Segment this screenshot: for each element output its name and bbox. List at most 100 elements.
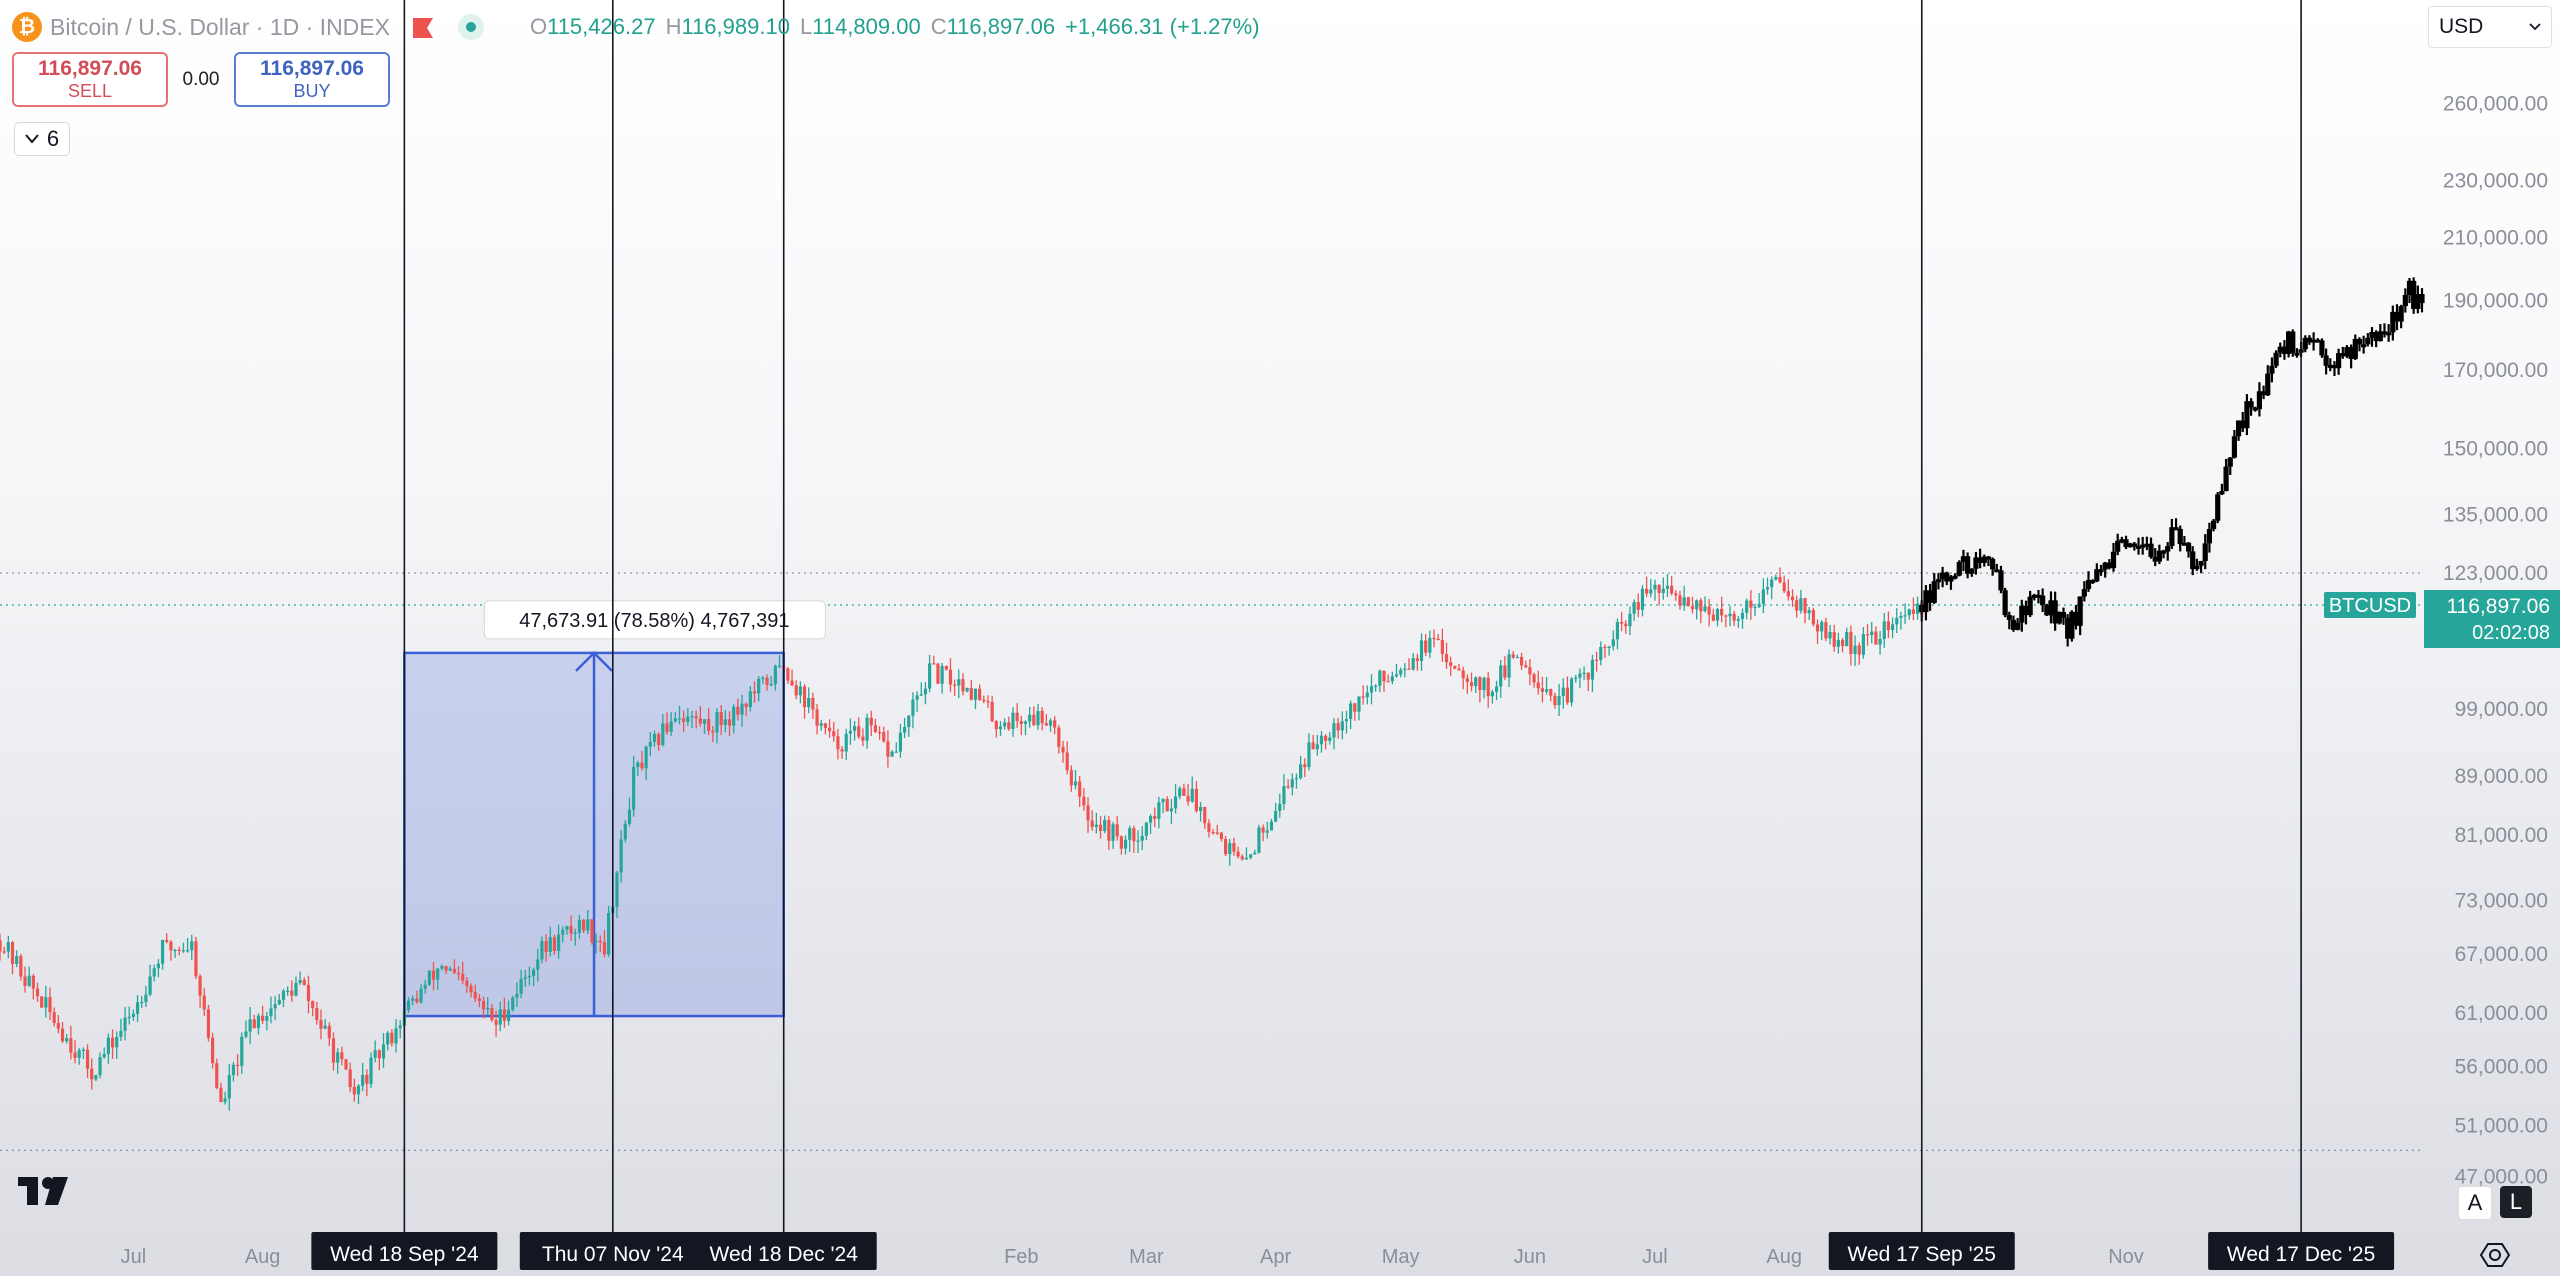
candle (761, 677, 765, 679)
candle (261, 1015, 265, 1021)
date-marker-tag: Thu 07 Nov '24 (519, 1232, 706, 1270)
candle (1449, 662, 1453, 666)
gear-icon[interactable] (2479, 1240, 2511, 1275)
candle (52, 1012, 56, 1023)
candle (1865, 634, 1870, 636)
candle (811, 697, 815, 710)
candle (1878, 638, 1882, 645)
candle (594, 940, 598, 943)
candle (1915, 603, 1920, 614)
projection-candle (2185, 542, 2192, 552)
candle (281, 990, 286, 1000)
candle (1244, 857, 1249, 860)
projection-candle (2102, 562, 2108, 570)
y-tick-label: 47,000.00 (2455, 1166, 2548, 1189)
sell-button[interactable]: 116,897.06 SELL (12, 52, 168, 107)
projection-candle (2031, 594, 2037, 598)
projection-candle (2281, 346, 2288, 354)
projection-candle (2077, 596, 2083, 626)
date-marker-bg (519, 1232, 706, 1270)
projection-candle (2006, 615, 2012, 620)
countdown-label: 02:02:08 (2472, 622, 2550, 644)
candle (0, 940, 2, 952)
tradingview-logo-icon[interactable] (18, 1177, 76, 1212)
auto-scale-button[interactable]: A (2458, 1186, 2492, 1220)
candle (15, 956, 19, 965)
x-tick-label: May (1382, 1246, 1420, 1268)
candle (431, 970, 436, 980)
projection-candle (2419, 294, 2425, 304)
candle (1540, 688, 1545, 692)
candle (969, 687, 973, 700)
candle (1645, 588, 1649, 594)
candle (1390, 676, 1394, 682)
candle (590, 919, 594, 943)
candle (1486, 677, 1490, 697)
candle (1261, 827, 1265, 833)
candle (6, 942, 10, 952)
candle (1419, 640, 1424, 662)
candle (919, 694, 923, 696)
candle (1194, 788, 1199, 811)
candle (1636, 602, 1640, 610)
candle (648, 741, 652, 747)
projection-candle (2356, 338, 2363, 345)
candle (1169, 808, 1173, 812)
candle (415, 998, 419, 1003)
projection-candle (2265, 373, 2271, 396)
projection-candle (2044, 604, 2050, 616)
projection-candle (1985, 556, 1992, 560)
candle (1082, 796, 1086, 806)
x-tick-label: Nov (2108, 1246, 2144, 1268)
y-tick-label: 51,000.00 (2455, 1114, 2548, 1137)
date-marker-label: Wed 17 Sep '25 (1848, 1243, 1996, 1266)
currency-select[interactable]: USD (2428, 6, 2552, 48)
candle (40, 996, 44, 1008)
candle (1028, 714, 1032, 722)
candle (523, 977, 527, 979)
symbol-title[interactable]: Bitcoin / U.S. Dollar · 1D · INDEX (50, 13, 390, 40)
candle (565, 926, 569, 930)
indicators-toggle-button[interactable]: 6 (14, 122, 70, 156)
candle (165, 939, 169, 942)
flag-icon[interactable] (412, 17, 434, 38)
x-tick-label: Aug (245, 1246, 281, 1268)
projection-candle (2315, 339, 2321, 343)
log-scale-button[interactable]: L (2500, 1186, 2532, 1218)
candle (1811, 610, 1815, 625)
candle (715, 712, 719, 733)
candle (1532, 674, 1536, 683)
date-marker-label: Thu 07 Nov '24 (542, 1243, 684, 1266)
date-marker-tag: Wed 17 Dec '25 (2208, 1232, 2395, 1270)
candle (1682, 597, 1686, 606)
candle (665, 723, 669, 732)
candle (953, 684, 957, 686)
candle (1178, 788, 1182, 797)
candle (190, 941, 194, 951)
buy-button[interactable]: 116,897.06 BUY (234, 52, 390, 107)
candle (1378, 670, 1382, 686)
candle (406, 1000, 411, 1011)
candle (1853, 645, 1857, 654)
candle (331, 1038, 336, 1063)
market-status-icon[interactable] (457, 14, 484, 40)
candle (511, 997, 515, 1010)
date-marker-label: Wed 18 Sep '24 (330, 1243, 479, 1266)
candle (1061, 746, 1065, 753)
projection-candle (2090, 579, 2096, 583)
candle (1361, 696, 1365, 698)
projection-candle (2198, 560, 2204, 566)
candle (1703, 606, 1707, 612)
projection-candle (2248, 401, 2254, 408)
candle (1711, 614, 1715, 621)
candle (356, 1085, 361, 1095)
projection-candle (2411, 280, 2417, 309)
candle (1828, 632, 1832, 639)
candle (90, 1068, 94, 1080)
candle (1257, 827, 1261, 853)
candle (1494, 686, 1499, 692)
candle (1615, 622, 1620, 640)
candle (1574, 677, 1578, 679)
candle (932, 663, 936, 665)
